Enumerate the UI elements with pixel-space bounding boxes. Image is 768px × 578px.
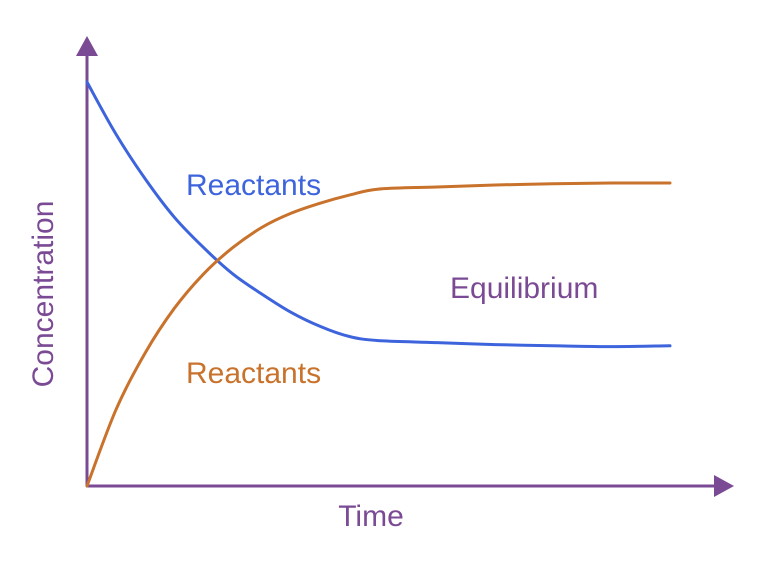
series-layer (85, 80, 672, 488)
x-axis-arrowhead (714, 475, 734, 497)
axes (76, 36, 734, 497)
reactants-blue-label: Reactants (186, 169, 321, 202)
label-layer: Reactants Reactants Equilibrium Time Con… (27, 169, 598, 533)
x-axis-label: Time (338, 500, 404, 533)
reactants-orange-label: Reactants (186, 357, 321, 390)
reactants-orange-curve (85, 181, 672, 488)
y-axis-arrowhead (76, 36, 98, 56)
equilibrium-annotation: Equilibrium (450, 272, 598, 305)
y-axis-label: Concentration (27, 201, 60, 388)
reactants-blue-curve (85, 80, 672, 349)
